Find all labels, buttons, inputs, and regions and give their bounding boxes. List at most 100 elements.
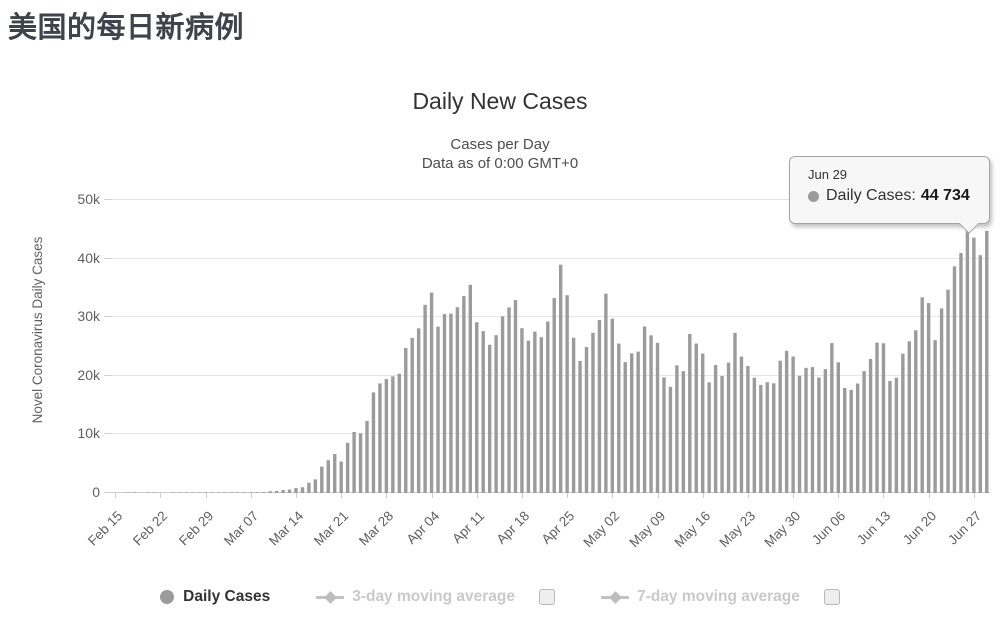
daily-cases-bar[interactable] xyxy=(320,466,324,493)
daily-cases-bar[interactable] xyxy=(404,348,408,493)
legend-item-3day-average[interactable]: 3-day moving average xyxy=(316,588,556,606)
daily-cases-bar[interactable] xyxy=(707,382,711,493)
daily-cases-bar[interactable] xyxy=(597,320,602,493)
daily-cases-bar[interactable] xyxy=(617,343,621,493)
daily-cases-bar[interactable] xyxy=(197,492,201,494)
daily-cases-bar[interactable] xyxy=(933,340,937,493)
daily-cases-bar[interactable] xyxy=(565,295,569,493)
daily-cases-bar[interactable] xyxy=(365,420,369,493)
daily-cases-bar-series[interactable] xyxy=(112,199,990,493)
daily-cases-bar[interactable] xyxy=(352,432,356,493)
daily-cases-bar[interactable] xyxy=(978,255,983,493)
daily-cases-bar[interactable] xyxy=(694,343,698,493)
daily-cases-bar[interactable] xyxy=(830,343,834,493)
daily-cases-bar[interactable] xyxy=(810,367,815,493)
daily-cases-bar[interactable] xyxy=(558,264,563,493)
daily-cases-bar[interactable] xyxy=(178,492,182,494)
daily-cases-bar[interactable] xyxy=(772,383,776,493)
daily-cases-bar[interactable] xyxy=(533,331,537,493)
daily-cases-bar[interactable] xyxy=(210,492,214,494)
daily-cases-bar[interactable] xyxy=(591,332,595,493)
daily-cases-bar[interactable] xyxy=(765,382,769,493)
daily-cases-bar[interactable] xyxy=(946,289,950,493)
daily-cases-bar[interactable] xyxy=(436,326,440,493)
daily-cases-bar[interactable] xyxy=(313,479,318,493)
daily-cases-bar[interactable] xyxy=(739,356,744,493)
daily-cases-bar[interactable] xyxy=(223,492,227,494)
daily-cases-bar[interactable] xyxy=(920,297,924,493)
daily-cases-bar[interactable] xyxy=(797,375,802,493)
legend-item-7day-average[interactable]: 7-day moving average xyxy=(601,588,840,606)
daily-cases-bar[interactable] xyxy=(507,307,511,493)
daily-cases-bar[interactable] xyxy=(281,490,285,493)
daily-cases-bar[interactable] xyxy=(455,307,460,493)
daily-cases-bar[interactable] xyxy=(203,492,208,494)
7day-average-checkbox[interactable] xyxy=(823,589,840,605)
daily-cases-bar[interactable] xyxy=(888,380,892,493)
daily-cases-bar[interactable] xyxy=(494,335,498,493)
daily-cases-bar[interactable] xyxy=(649,335,653,493)
daily-cases-bar[interactable] xyxy=(268,491,272,493)
daily-cases-bar[interactable] xyxy=(584,347,589,493)
daily-cases-bar[interactable] xyxy=(733,332,737,493)
daily-cases-bar[interactable] xyxy=(868,359,873,493)
daily-cases-bar[interactable] xyxy=(855,383,860,493)
daily-cases-bar[interactable] xyxy=(939,308,944,493)
daily-cases-bar[interactable] xyxy=(701,353,705,493)
daily-cases-bar[interactable] xyxy=(255,492,259,493)
daily-cases-bar[interactable] xyxy=(552,298,556,493)
daily-cases-bar[interactable] xyxy=(791,356,795,493)
daily-cases-bar[interactable] xyxy=(449,313,453,493)
daily-cases-bar[interactable] xyxy=(132,492,137,494)
daily-cases-bar[interactable] xyxy=(487,344,492,493)
daily-cases-bar[interactable] xyxy=(236,492,240,494)
daily-cases-bar[interactable] xyxy=(475,322,479,493)
daily-cases-bar[interactable] xyxy=(604,293,608,493)
daily-cases-bar[interactable] xyxy=(623,362,627,493)
daily-cases-bar[interactable] xyxy=(546,321,550,494)
daily-cases-bar[interactable] xyxy=(823,369,828,493)
daily-cases-bar[interactable] xyxy=(391,376,395,493)
daily-cases-bar[interactable] xyxy=(901,353,905,493)
daily-cases-bar[interactable] xyxy=(726,362,731,493)
daily-cases-bar[interactable] xyxy=(571,337,576,493)
daily-cases-bar[interactable] xyxy=(636,351,640,493)
daily-cases-bar[interactable] xyxy=(952,266,957,493)
daily-cases-bar[interactable] xyxy=(333,453,337,493)
daily-cases-bar[interactable] xyxy=(713,365,718,493)
daily-cases-bar[interactable] xyxy=(843,387,847,493)
daily-cases-bar[interactable] xyxy=(249,492,253,493)
daily-cases-bar[interactable] xyxy=(849,389,853,493)
daily-cases-bar[interactable] xyxy=(358,433,363,493)
daily-cases-bar[interactable] xyxy=(784,350,789,493)
daily-cases-bar[interactable] xyxy=(804,367,808,493)
daily-cases-bar[interactable] xyxy=(513,300,518,493)
daily-cases-bar[interactable] xyxy=(972,237,976,493)
daily-cases-bar[interactable] xyxy=(752,377,757,493)
daily-cases-bar[interactable] xyxy=(294,488,298,493)
daily-cases-bar[interactable] xyxy=(410,337,414,493)
daily-cases-bar[interactable] xyxy=(894,377,899,493)
daily-cases-bar[interactable] xyxy=(539,337,544,493)
daily-cases-bar[interactable] xyxy=(836,362,840,493)
daily-cases-bar[interactable] xyxy=(126,492,130,494)
daily-cases-bar[interactable] xyxy=(216,492,221,494)
daily-cases-bar[interactable] xyxy=(345,442,350,493)
daily-cases-bar[interactable] xyxy=(965,223,970,493)
daily-cases-bar[interactable] xyxy=(416,328,421,493)
daily-cases-bar[interactable] xyxy=(429,292,434,493)
daily-cases-bar[interactable] xyxy=(875,342,879,493)
daily-cases-bar[interactable] xyxy=(778,360,782,493)
daily-cases-bar[interactable] xyxy=(862,371,866,493)
daily-cases-bar[interactable] xyxy=(926,303,931,493)
daily-cases-bar[interactable] xyxy=(481,331,485,493)
daily-cases-bar[interactable] xyxy=(688,333,692,493)
daily-cases-bar[interactable] xyxy=(307,482,311,493)
daily-cases-bar[interactable] xyxy=(462,296,466,493)
daily-cases-bar[interactable] xyxy=(274,490,279,493)
daily-cases-bar[interactable] xyxy=(145,492,150,494)
daily-cases-bar[interactable] xyxy=(907,341,911,493)
daily-cases-bar[interactable] xyxy=(384,379,389,493)
daily-cases-bar[interactable] xyxy=(442,313,447,493)
3day-average-checkbox[interactable] xyxy=(539,589,556,605)
